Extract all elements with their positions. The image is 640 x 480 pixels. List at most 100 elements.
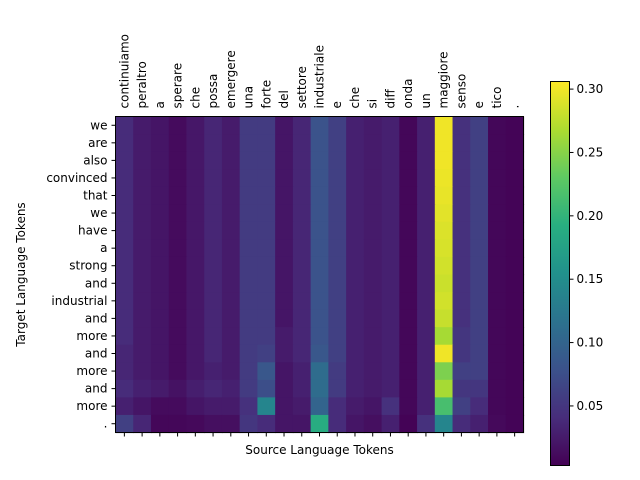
heatmap-cell bbox=[488, 151, 507, 170]
heatmap-cell bbox=[133, 256, 152, 276]
heatmap-cell bbox=[239, 344, 259, 363]
heatmap-cell bbox=[328, 134, 347, 153]
x-tick-label: sperare bbox=[171, 63, 185, 109]
heatmap-cell bbox=[292, 309, 312, 328]
heatmap-cell bbox=[363, 169, 383, 188]
heatmap-cell bbox=[168, 134, 188, 153]
heatmap-cell bbox=[488, 327, 507, 346]
heatmap-cell bbox=[257, 151, 276, 170]
heatmap-cell bbox=[257, 239, 276, 258]
heatmap-cell bbox=[363, 292, 383, 311]
heatmap-cell bbox=[328, 151, 347, 170]
heatmap-cell bbox=[328, 414, 347, 434]
heatmap-cell bbox=[470, 151, 489, 170]
heatmap-cell bbox=[115, 344, 134, 363]
heatmap-cell bbox=[150, 344, 170, 363]
heatmap-cell bbox=[505, 309, 525, 328]
heatmap-cell bbox=[115, 292, 134, 311]
heatmap-cell bbox=[115, 169, 134, 188]
heatmap-cell bbox=[204, 169, 223, 188]
heatmap-cell bbox=[363, 379, 383, 398]
heatmap-cell bbox=[150, 309, 170, 328]
heatmap-cell bbox=[417, 134, 436, 153]
heatmap-cell bbox=[292, 221, 312, 240]
y-tick-label: more bbox=[76, 364, 107, 378]
heatmap-cell bbox=[204, 362, 223, 381]
heatmap-cell bbox=[115, 327, 134, 346]
heatmap-cell bbox=[346, 327, 365, 346]
heatmap-cell bbox=[505, 221, 525, 240]
heatmap-cell bbox=[310, 239, 329, 258]
heatmap-cell bbox=[150, 221, 170, 240]
heatmap-cell bbox=[399, 274, 418, 293]
heatmap-cell bbox=[168, 344, 188, 363]
heatmap-cell bbox=[239, 169, 259, 188]
heatmap-cell bbox=[381, 151, 400, 170]
heatmap-cell bbox=[452, 186, 471, 205]
heatmap-cell bbox=[257, 256, 276, 276]
colorbar-gradient bbox=[550, 81, 570, 466]
heatmap-cell bbox=[257, 221, 276, 240]
heatmap-cell bbox=[275, 186, 294, 205]
y-tick-label: more bbox=[76, 399, 107, 413]
heatmap-cell bbox=[434, 221, 454, 240]
heatmap-cell bbox=[257, 292, 276, 311]
heatmap-cell bbox=[133, 239, 152, 258]
y-tick-label: and bbox=[85, 382, 108, 396]
heatmap-cell bbox=[275, 151, 294, 170]
heatmap-cell bbox=[186, 239, 205, 258]
colorbar-ticks: 0.05 0.10 0.15 0.20 0.25 0.30 bbox=[569, 82, 603, 413]
heatmap-cell bbox=[328, 327, 347, 346]
y-tick-label: that bbox=[83, 189, 108, 203]
heatmap-cell bbox=[452, 221, 471, 240]
heatmap-cell bbox=[452, 379, 471, 398]
heatmap-cell bbox=[452, 414, 471, 434]
heatmap-cell bbox=[292, 239, 312, 258]
heatmap-cell bbox=[168, 116, 188, 135]
heatmap-cell bbox=[328, 221, 347, 240]
heatmap-cell bbox=[310, 221, 329, 240]
y-tick-label: and bbox=[85, 347, 108, 361]
heatmap-cell bbox=[168, 362, 188, 381]
heatmap-cell bbox=[292, 134, 312, 153]
heatmap-cell bbox=[150, 274, 170, 293]
heatmap-cell bbox=[204, 256, 223, 276]
heatmap-cell bbox=[275, 256, 294, 276]
heatmap-cell bbox=[239, 274, 259, 293]
heatmap-cell bbox=[292, 414, 312, 434]
heatmap-cell bbox=[346, 239, 365, 258]
heatmap-cell bbox=[310, 134, 329, 153]
heatmap-cell bbox=[328, 362, 347, 381]
heatmap-cell bbox=[470, 169, 489, 188]
heatmap-cell bbox=[275, 344, 294, 363]
heatmap-cell bbox=[470, 327, 489, 346]
heatmap-cell bbox=[150, 204, 170, 223]
heatmap-cell bbox=[133, 116, 152, 135]
y-tick-label: have bbox=[78, 224, 107, 238]
heatmap-cell bbox=[239, 186, 259, 205]
heatmap-cell bbox=[150, 256, 170, 276]
heatmap-cell bbox=[292, 256, 312, 276]
heatmap-cell bbox=[168, 379, 188, 398]
heatmap-cell bbox=[186, 344, 205, 363]
heatmap-cell bbox=[310, 116, 329, 135]
heatmap-cell bbox=[346, 274, 365, 293]
heatmap-cell bbox=[150, 327, 170, 346]
heatmap-cell bbox=[257, 344, 276, 363]
heatmap-cell bbox=[292, 186, 312, 205]
heatmap-cell bbox=[417, 221, 436, 240]
heatmap-cell bbox=[488, 204, 507, 223]
heatmap-cell bbox=[417, 256, 436, 276]
x-axis-ticks: continuiamo peraltro a sperare che possa emerg… bbox=[117, 34, 522, 437]
heatmap-cell bbox=[346, 397, 365, 416]
heatmap-cell bbox=[381, 309, 400, 328]
heatmap-cell bbox=[452, 204, 471, 223]
x-tick-label: un bbox=[419, 93, 433, 108]
heatmap-cell bbox=[346, 221, 365, 240]
heatmap-cell bbox=[133, 327, 152, 346]
x-tick-label: tico bbox=[490, 87, 504, 109]
heatmap-cell bbox=[310, 309, 329, 328]
heatmap-cell bbox=[275, 292, 294, 311]
heatmap-cell bbox=[452, 327, 471, 346]
